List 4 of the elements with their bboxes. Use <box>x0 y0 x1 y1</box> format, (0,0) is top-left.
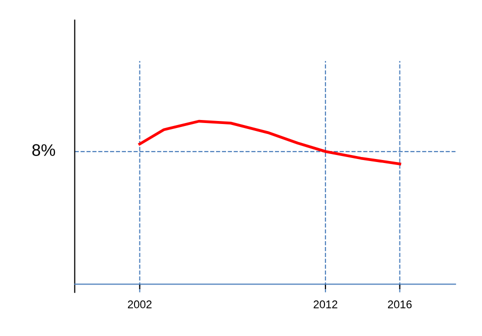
x-tick-label: 2002 <box>128 300 152 308</box>
x-tick-label: 2012 <box>314 300 338 308</box>
x-tick-label: 2016 <box>388 300 412 308</box>
text: 8% <box>32 144 56 156</box>
